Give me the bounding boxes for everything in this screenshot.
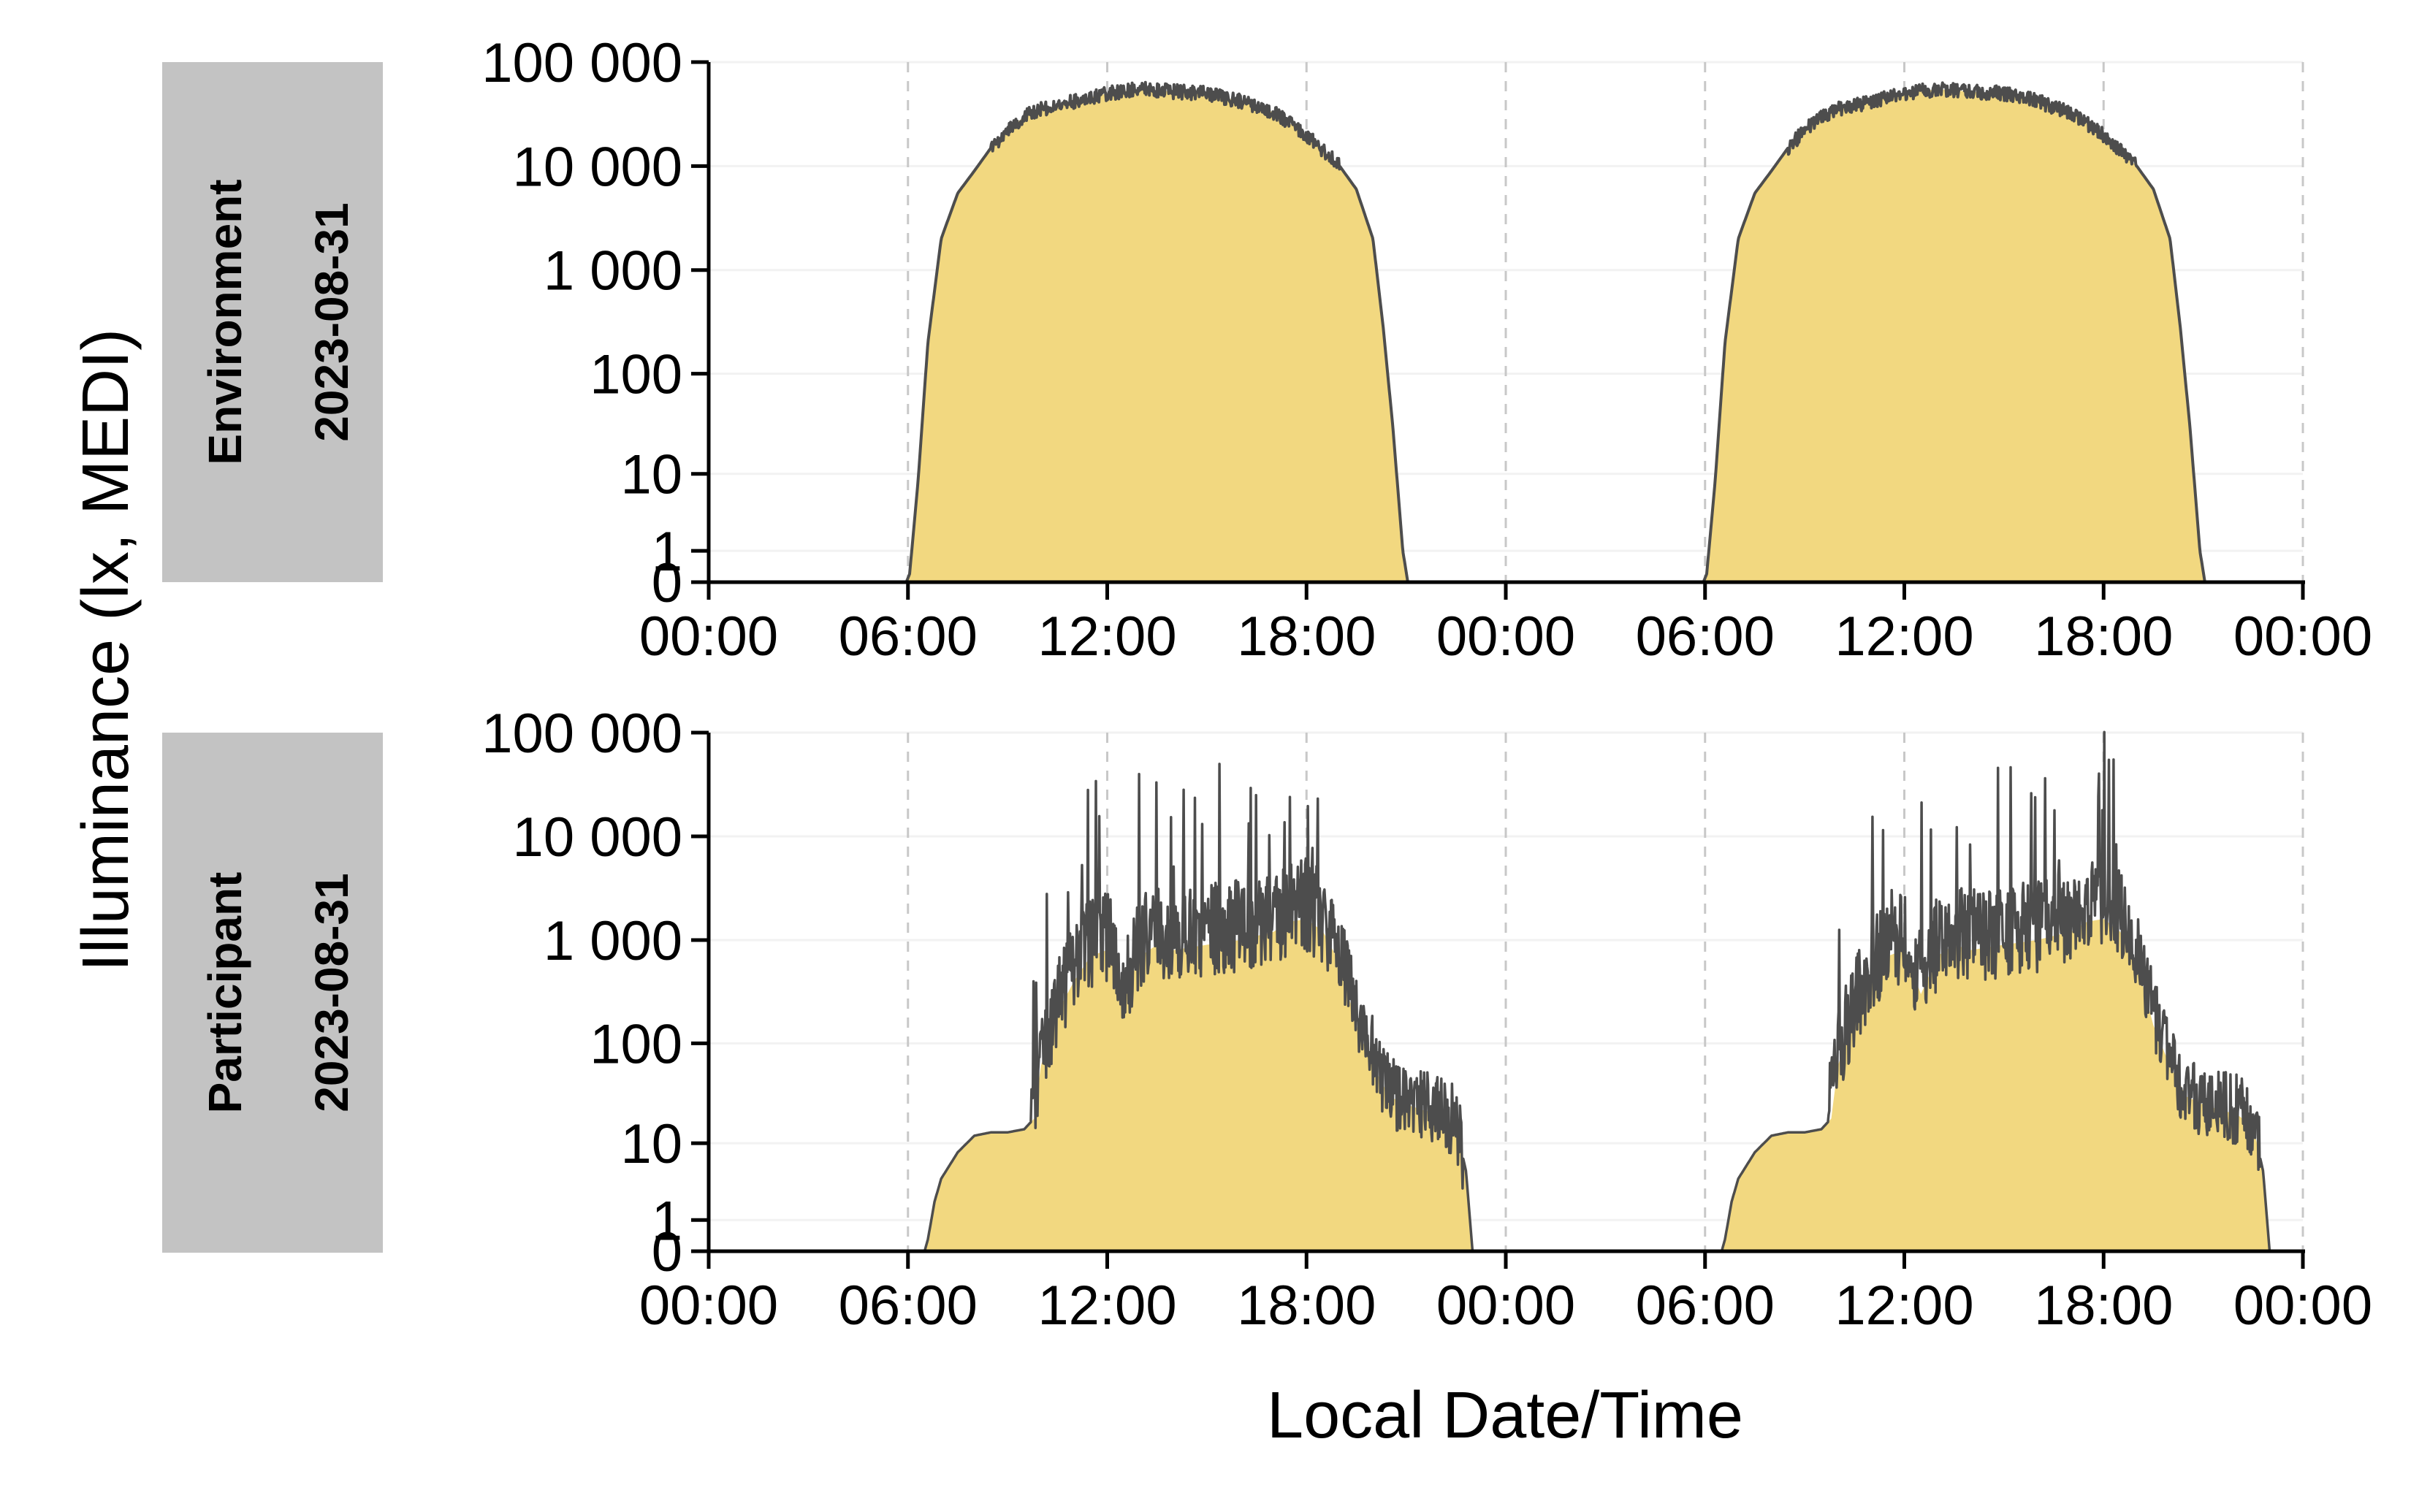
facet-strip-date: 2023-08-31 (305, 202, 358, 441)
y-tick-label: 100 (590, 1013, 682, 1075)
area-fill-day-1 (906, 89, 1408, 582)
x-tick-label: 12:00 (1037, 606, 1176, 668)
y-tick-label: 100 000 (481, 703, 682, 765)
x-tick-label: 18:00 (1237, 1275, 1376, 1337)
x-tick-label: 00:00 (2233, 606, 2372, 668)
y-tick-label: 10 (620, 1113, 682, 1175)
x-tick-label: 18:00 (1237, 606, 1376, 668)
y-tick-label: 10 000 (513, 136, 682, 198)
panel-2: 01 10 100 1 000 10 000 100 000 00:00 06:00 12:00… (162, 703, 2372, 1337)
y-axis-title: Illuminance (lx, MEDI) (69, 329, 142, 971)
x-tick-label: 12:00 (1835, 606, 1973, 668)
y-tick-label: 10 (620, 444, 682, 506)
series-line-day-1 (923, 763, 1474, 1252)
facet-strip (162, 62, 383, 582)
x-tick-label: 18:00 (2034, 1275, 2173, 1337)
x-tick-label: 00:00 (639, 606, 778, 668)
y-tick-label: 100 (590, 344, 682, 406)
x-tick-label: 00:00 (639, 1275, 778, 1337)
y-tick-label: 1 (652, 1190, 682, 1252)
x-tick-label: 06:00 (839, 606, 978, 668)
y-tick-label: 100 000 (481, 32, 682, 94)
y-tick-label: 0 (652, 1221, 682, 1283)
x-tick-label: 06:00 (1636, 606, 1775, 668)
x-axis-title: Local Date/Time (1267, 1379, 1743, 1452)
y-tick-label: 0 (652, 552, 682, 614)
x-tick-label: 12:00 (1037, 1275, 1176, 1337)
facet-strip-label: Environment (199, 179, 251, 465)
x-tick-label: 00:00 (1436, 606, 1575, 668)
facet-strip-date: 2023-08-31 (305, 873, 358, 1112)
x-tick-label: 00:00 (1436, 1275, 1575, 1337)
x-tick-label: 00:00 (2233, 1275, 2372, 1337)
facet-strip-label: Participant (199, 872, 251, 1114)
area-fill-day-1 (924, 919, 1473, 1251)
x-tick-label: 12:00 (1835, 1275, 1973, 1337)
x-tick-label: 06:00 (1636, 1275, 1775, 1337)
y-tick-label: 1 (652, 521, 682, 583)
y-tick-label: 1 000 (544, 910, 682, 972)
facet-strip (162, 733, 383, 1253)
series-line-day-1 (904, 80, 1409, 583)
series-line-day-2 (1720, 730, 2271, 1252)
x-tick-label: 06:00 (839, 1275, 978, 1337)
series-line-day-2 (1702, 81, 2206, 583)
y-tick-label: 10 000 (513, 806, 682, 868)
area-fill-day-2 (1721, 919, 2270, 1251)
x-tick-label: 18:00 (2034, 606, 2173, 668)
panel-1: 01 10 100 1 000 10 000 100 000 00:00 06:00 12:00… (162, 32, 2372, 668)
y-tick-label: 1 000 (544, 240, 682, 302)
area-fill-day-2 (1703, 89, 2205, 582)
